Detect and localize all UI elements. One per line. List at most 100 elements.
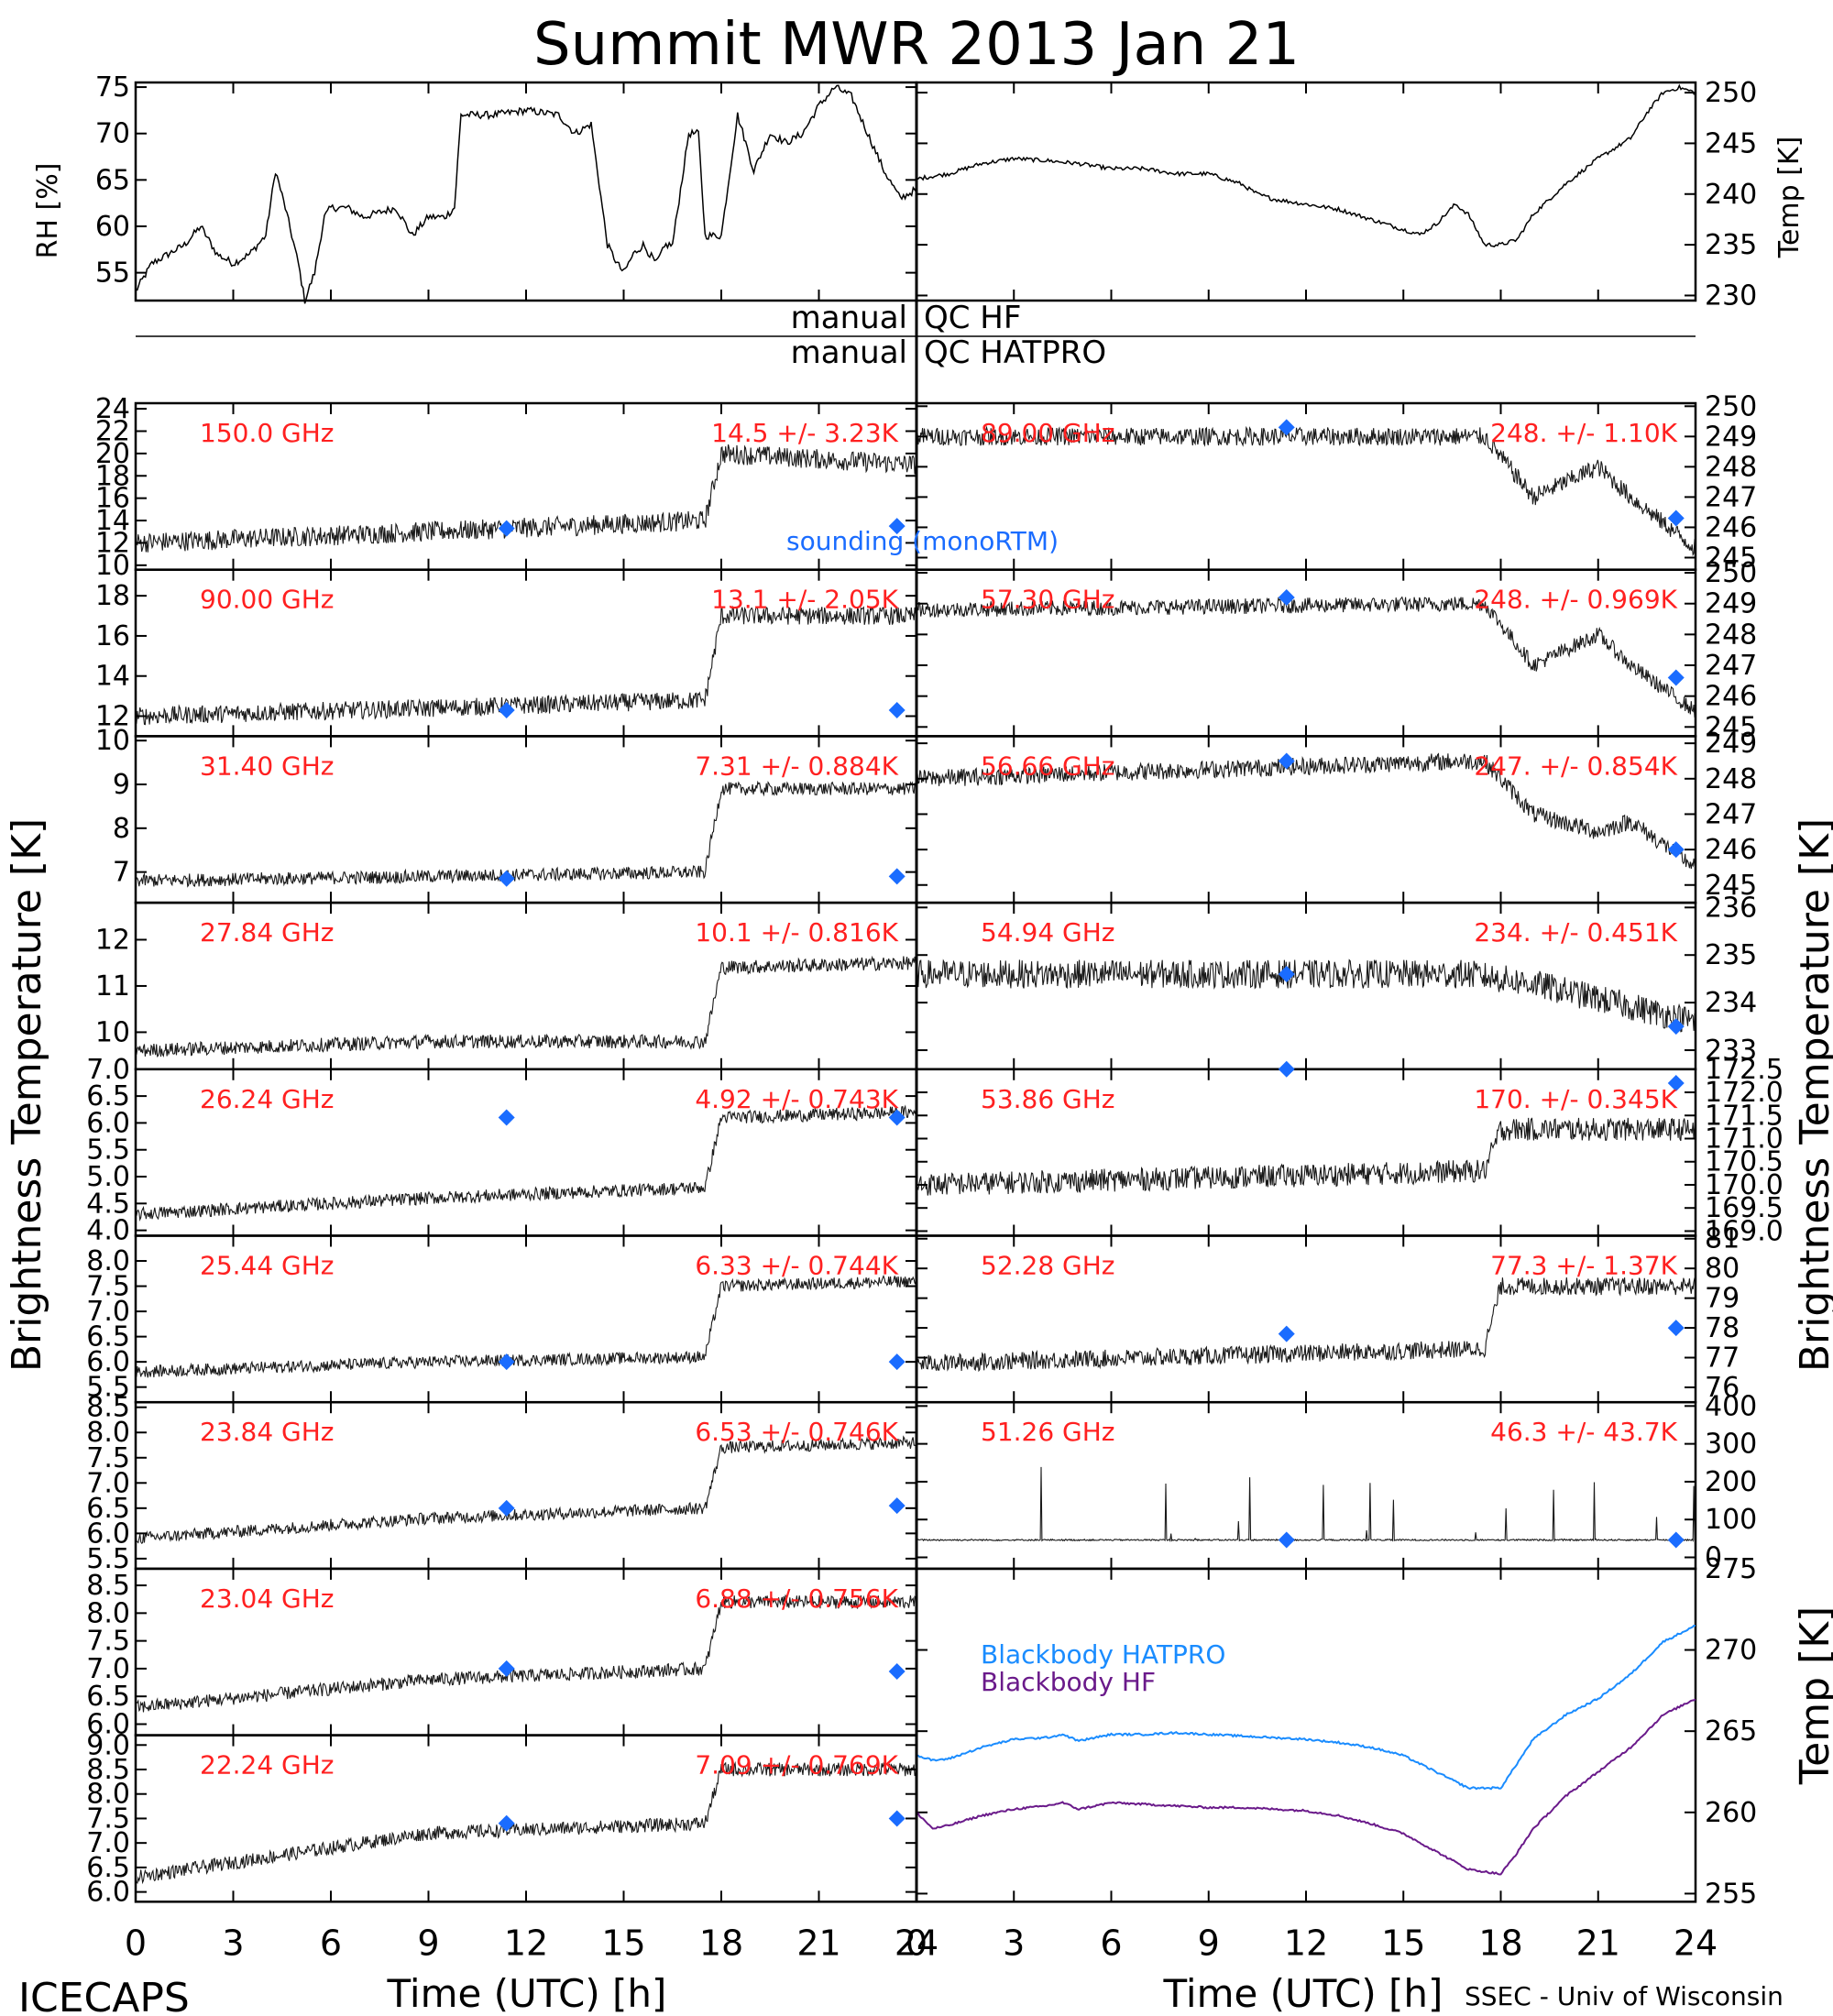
x-tick-label-left-3: 3 <box>222 1923 244 1963</box>
tb-panel-2784-ytick-label: 10 <box>95 1016 130 1048</box>
tb-panel-2224-ytick-label: 8.0 <box>86 1779 130 1811</box>
tb-panel-5386-ytick-label: 169.5 <box>1705 1192 1784 1224</box>
freq-label-2624: 26.24 GHz <box>200 1084 335 1114</box>
tb-panel-2224-ytick-label: 6.5 <box>86 1852 130 1884</box>
stat-label-5730: 248. +/- 0.969K <box>1474 585 1677 615</box>
tb-panel-5228-ytick-label: 81 <box>1705 1223 1740 1255</box>
stat-label-2544: 6.33 +/- 0.744K <box>695 1251 898 1281</box>
sounding-marker <box>1278 419 1295 436</box>
tb-panel-2624-ytick-label: 5.5 <box>86 1134 130 1167</box>
blackbody-series-hf <box>916 1698 1696 1876</box>
tb-panel-2544: 5.56.06.57.07.58.0 25.44 GHz 6.33 +/- 0.74… <box>86 1234 918 1404</box>
tb-panel-2224-ytick-label: 9.0 <box>86 1729 130 1761</box>
blackbody-ytick-label: 255 <box>1705 1878 1757 1910</box>
stat-label-2224: 7.09 +/- 0.769K <box>695 1750 898 1780</box>
rh-series-line <box>135 84 917 304</box>
tb-panel-2784: 10 11 12 27.84 GHz 10.1 +/- 0.816K <box>95 901 918 1071</box>
freq-label-5730: 57.30 GHz <box>981 585 1115 615</box>
temp-ytick-label: 240 <box>1705 179 1757 211</box>
tb-panel-5494-ytick-label: 236 <box>1705 892 1757 924</box>
x-tick-label-right-18: 18 <box>1478 1923 1522 1963</box>
tb-panel-2384: 5.56.06.57.07.58.08.5 23.84 GHz 6.53 +/- 0… <box>86 1392 918 1575</box>
tb-panel-5228-ytick-label: 76 <box>1705 1372 1740 1404</box>
tb-panel-8900-ytick-label: 246 <box>1705 511 1757 543</box>
bb-hf-legend: Blackbody HF <box>981 1667 1156 1697</box>
x-tick-label-right-24: 24 <box>1674 1923 1718 1963</box>
sounding-marker <box>1278 588 1295 606</box>
tb-panel-5666-ytick-label: 248 <box>1705 763 1757 795</box>
tb-panel-5666-ytick-label: 245 <box>1705 870 1757 902</box>
blackbody-frame <box>915 1567 1697 1903</box>
tb-panel-1500-ytick-label: 10 <box>95 550 130 582</box>
x-tick-label-right-0: 0 <box>906 1923 927 1963</box>
sounding-marker <box>1278 1060 1295 1078</box>
freq-label-5494: 54.94 GHz <box>981 917 1115 948</box>
qc-hatpro-label: QC HATPRO <box>924 334 1106 371</box>
tb-series-8900 <box>916 425 1696 557</box>
tb-panel-5730-ytick-label: 250 <box>1705 557 1757 589</box>
tb-panel-2624-ytick-label: 4.5 <box>86 1188 130 1220</box>
tb-panel-5386-ytick-label: 172.5 <box>1705 1054 1784 1086</box>
tb-panel-2624: 4.04.55.05.56.06.57.0 26.24 GHz 4.92 +/- 0… <box>86 1054 918 1247</box>
bb-temp-axis-label: Temp [K] <box>1792 1606 1833 1785</box>
stat-label-1500: 14.5 +/- 3.23K <box>711 418 898 448</box>
tb-panel-8900-ytick-label: 249 <box>1705 421 1757 453</box>
x-tick-label-left-12: 12 <box>504 1923 548 1963</box>
rh-axis-label: RH [%] <box>32 163 64 259</box>
tb-panel-2304-ytick-label: 8.5 <box>86 1570 130 1602</box>
tb-panel-5126-ytick-label: 200 <box>1705 1466 1757 1498</box>
tb-panel-2544-ytick-label: 8.0 <box>86 1245 130 1277</box>
temp-ytick-label: 230 <box>1705 279 1757 312</box>
tb-panel-2784-ytick-label: 12 <box>95 924 130 956</box>
blackbody-series-hatpro <box>916 1624 1696 1791</box>
tb-series-5386 <box>916 1117 1696 1196</box>
freq-label-5666: 56.66 GHz <box>981 751 1115 781</box>
tb-panel-2784-ytick-label: 11 <box>95 970 130 1003</box>
stat-label-5666: 247. +/- 0.854K <box>1474 751 1677 781</box>
tb-panel-2224-ytick-label: 8.5 <box>86 1754 130 1786</box>
sounding-marker <box>1667 669 1685 686</box>
tb-panel-5228-ytick-label: 80 <box>1705 1253 1740 1285</box>
rh-ytick-label: 75 <box>95 71 130 104</box>
qc-hf-label: QC HF <box>924 300 1021 336</box>
freq-label-1500: 150.0 GHz <box>200 418 335 448</box>
sounding-marker <box>498 1109 515 1126</box>
tb-panel-5730-ytick-label: 249 <box>1705 588 1757 620</box>
temp-ytick-label: 245 <box>1705 127 1757 159</box>
tb-panel-3140-ytick-label: 8 <box>113 813 130 845</box>
sounding-marker <box>888 868 906 885</box>
sounding-marker <box>1278 1531 1295 1549</box>
tb-series-5730 <box>916 596 1696 718</box>
tb-panel-9000-ytick-label: 16 <box>95 620 130 652</box>
freq-label-5126: 51.26 GHz <box>981 1417 1115 1447</box>
tb-panel-5228-ytick-label: 77 <box>1705 1342 1740 1375</box>
tb-panel-5386-ytick-label: 170.5 <box>1705 1146 1784 1178</box>
tb-panel-2544-ytick-label: 6.0 <box>86 1346 130 1378</box>
tb-series-2304 <box>135 1594 917 1713</box>
tb-panel-2384-ytick-label: 7.5 <box>86 1442 130 1474</box>
stat-label-8900: 248. +/- 1.10K <box>1490 418 1677 448</box>
freq-label-2544: 25.44 GHz <box>200 1251 335 1281</box>
stat-label-2304: 6.88 +/- 0.756K <box>695 1583 898 1614</box>
blackbody-ytick-label: 270 <box>1705 1635 1757 1667</box>
blackbody-ytick-label: 265 <box>1705 1715 1757 1748</box>
x-tick-label-right-15: 15 <box>1381 1923 1425 1963</box>
tb-panel-1500-ytick-label: 16 <box>95 483 130 515</box>
sounding-marker <box>498 1814 515 1832</box>
temp-frame <box>915 81 1697 302</box>
temp-series-line <box>916 83 1696 247</box>
tb-panel-9000: 12 14 16 18 90.00 GHz 13.1 +/- 2.05K <box>95 568 918 738</box>
tb-panel-2544-ytick-label: 6.5 <box>86 1321 130 1353</box>
tb-panel-2304-ytick-label: 7.5 <box>86 1626 130 1658</box>
sounding-marker <box>1667 1018 1685 1035</box>
tb-panel-8900-ytick-label: 248 <box>1705 451 1757 483</box>
tb-panel-3140-ytick-label: 10 <box>95 725 130 757</box>
tb-panel-9000-ytick-label: 14 <box>95 661 130 693</box>
tb-panel-2624-ytick-label: 4.0 <box>86 1215 130 1247</box>
tb-series-5126 <box>916 1466 1696 1543</box>
sounding-marker <box>498 1353 515 1371</box>
tb-panel-2304-ytick-label: 7.0 <box>86 1653 130 1685</box>
blackbody-ytick-label: 275 <box>1705 1553 1757 1585</box>
